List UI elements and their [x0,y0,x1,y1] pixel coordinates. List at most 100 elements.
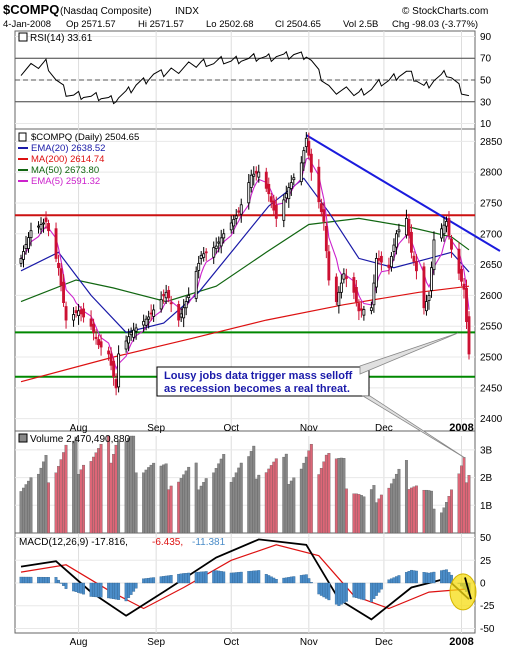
stat-volume: Vol 2.5B [343,19,378,30]
candle-body [239,204,243,215]
volume-bar [149,464,153,534]
candle-body [54,228,58,259]
macd-histogram-bar [117,582,121,600]
volume-bar [184,470,188,534]
macd-histogram-bar [267,575,271,584]
chart-name: (Nasdaq Composite) [60,6,152,17]
macd-histogram-bar [42,576,45,584]
candle-body [64,306,68,321]
x-tick-label-macd: Dec [375,637,393,648]
candle-body [114,379,118,389]
candle-body [445,221,448,227]
candle-body [272,200,276,211]
candle-body [289,182,293,189]
x-tick-label-price: Oct [223,423,239,434]
macd-histogram-bar [219,571,223,584]
macd-histogram-bar [184,573,188,584]
macd-histogram-bar [252,570,256,584]
candle-body [440,228,443,239]
volume-bar [264,472,268,534]
candle-body [127,336,131,344]
volume-bar [317,474,321,534]
volume-tick-label: 1B [480,501,493,512]
ma200-line [20,285,470,383]
candle-body [124,340,128,350]
volume-bar [447,496,451,534]
volume-bar [117,440,121,534]
macd-histogram-bar [24,576,28,584]
macd-histogram-bar [257,570,261,584]
candle-body [222,233,226,239]
candle-body [107,350,111,355]
legend-ma200: MA(200) 2614.74 [31,154,104,165]
volume-bar [369,489,373,534]
macd-histogram-bar [304,574,308,584]
macd-histogram-bar [322,582,326,598]
candle-body [179,313,183,318]
candle-body [389,255,393,268]
volume-bar [164,463,168,534]
volume-bar [62,452,65,534]
candle-body [202,253,206,258]
macd-histogram-bar [82,582,86,595]
macd-histogram-bar [299,575,303,584]
volume-bar [412,486,416,534]
candle-body [37,225,40,228]
price-tick-label: 2650 [480,260,503,271]
volume-bar [237,467,241,534]
x-tick-label-macd: Oct [223,637,239,648]
macd-histogram-bar [237,572,241,584]
macd-line-end [464,577,472,600]
candle-body [307,140,311,156]
candle-body [337,291,341,306]
volume-bar [94,452,98,534]
volume-bar [39,467,43,534]
volume-bar [29,477,33,534]
volume-bar [22,487,25,534]
macd-histogram-bar [442,569,446,584]
macd-histogram-bar [164,575,168,584]
volume-bar [89,461,93,534]
macd-histogram-bar [362,582,366,601]
macd-histogram-bar [414,570,418,584]
macd-histogram-bar [440,570,443,584]
volume-bar [284,453,288,534]
volume-bar [327,453,331,534]
ma50-line [20,217,470,303]
macd-histogram-bar [264,574,268,584]
candle-body [457,248,461,274]
candle-body [264,171,268,189]
macd-histogram-bar [129,582,133,595]
annotation-pointer-bottom [361,395,466,459]
macd-histogram-bar [39,576,43,584]
volume-bar [127,438,131,534]
volume-bar [129,435,133,534]
price-tick-label: 2600 [480,291,503,302]
candle-body [334,276,338,302]
volume-bar [54,472,58,534]
candle-body [357,303,361,312]
legend-ema20: EMA(20) 2638.52 [31,143,105,154]
x-tick-label-macd: Nov [300,637,318,648]
rsi-tick-label: 70 [480,54,492,65]
candle-body [44,217,48,222]
macd-histogram-bar [409,569,413,584]
price-tick-label: 2700 [480,229,503,240]
macd-histogram-bar [342,582,346,604]
candle-body [167,289,171,299]
volume-bar [249,451,253,534]
stat-open: Op 2571.57 [66,19,116,30]
candle-body [274,204,278,219]
candle-body [309,153,313,173]
candle-body [462,283,466,290]
macd-histogram-bar [274,579,278,584]
macd-histogram-bar [142,578,146,584]
candle-body [59,268,63,286]
macd-histogram-bar [377,582,381,593]
volume-bar [57,466,60,534]
volume-bar [132,435,136,534]
candle-body [199,254,203,259]
candle-body [24,244,28,249]
stat-close: Cl 2504.65 [275,19,321,30]
